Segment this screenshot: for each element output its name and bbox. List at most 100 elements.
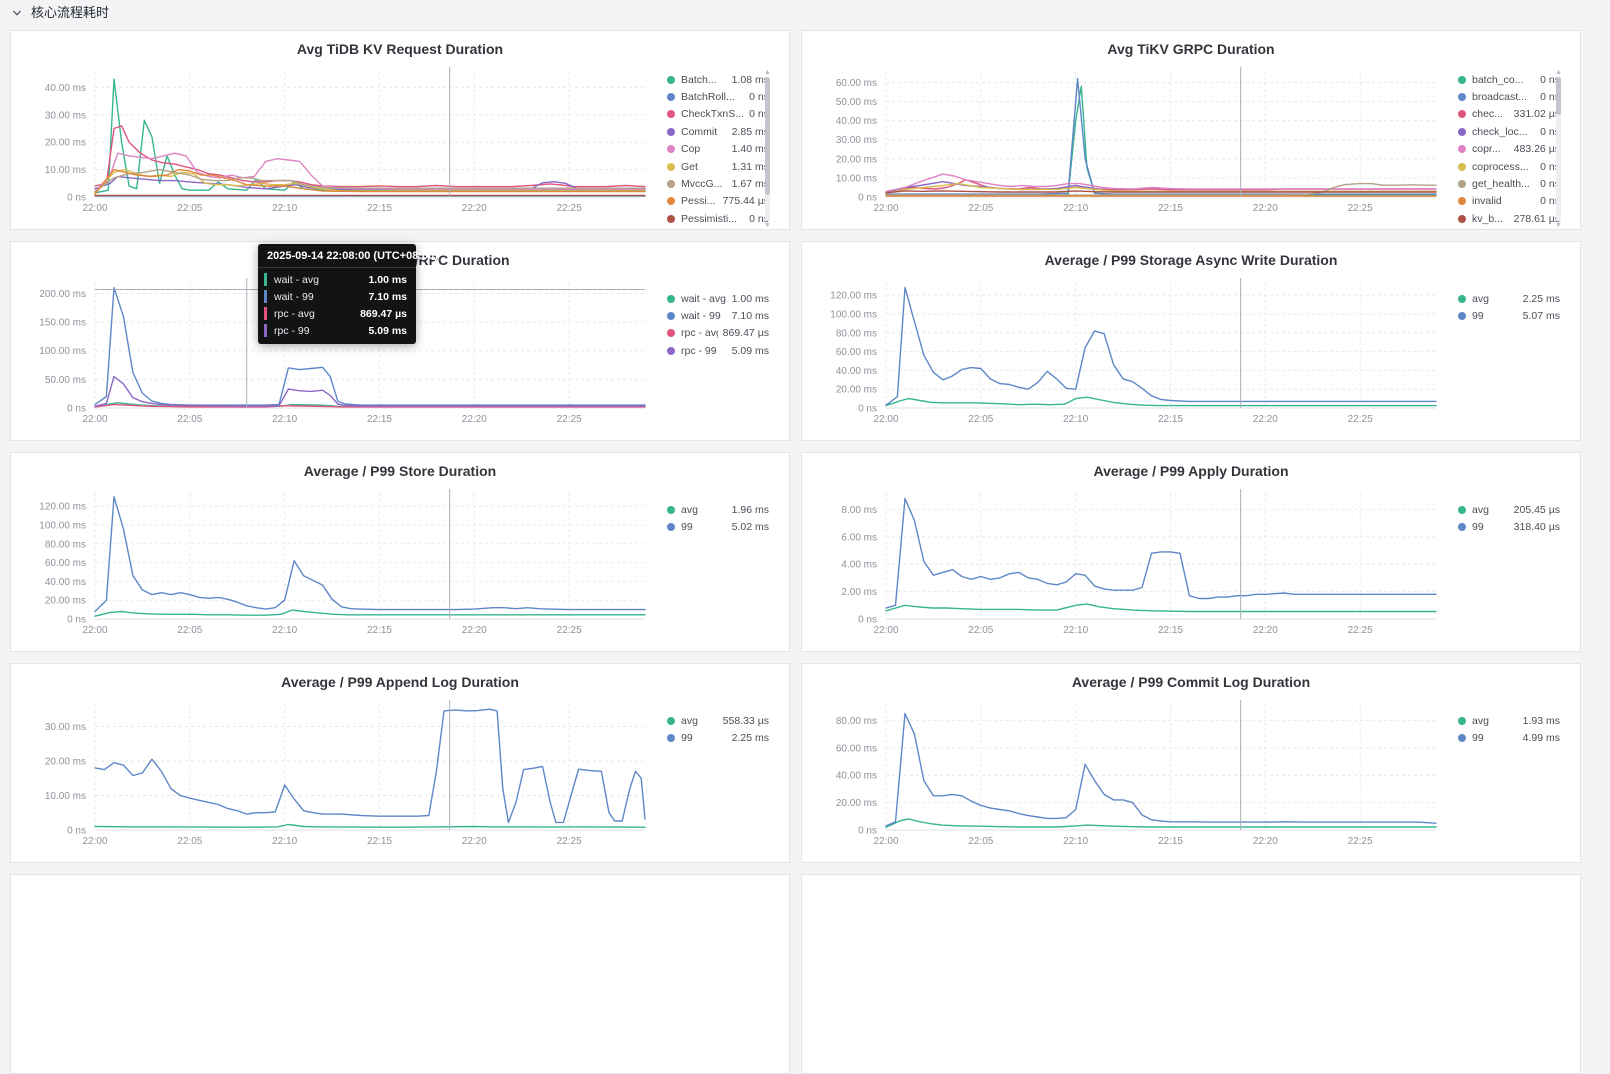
- x-tick-label: 22:00: [873, 625, 898, 636]
- legend-item[interactable]: 99 5.02 ms: [667, 518, 769, 535]
- y-tick-label: 60.00 ms: [836, 743, 877, 754]
- chart-canvas[interactable]: 0 ns 50.00 ms 100.00 ms 150.00 ms 200.00 ms 2…: [11, 270, 665, 434]
- legend-color-dot: [1458, 110, 1466, 119]
- legend-scrollbar[interactable]: ▲ ▼: [763, 69, 771, 229]
- x-tick-label: 22:10: [1063, 203, 1088, 214]
- legend-item[interactable]: avg 205.45 µs: [1458, 501, 1560, 518]
- legend-series-value: 4.99 ms: [1522, 732, 1560, 745]
- legend-item[interactable]: broadcast... 0 ns: [1458, 88, 1560, 105]
- series-line-CheckTxnS-: [94, 125, 646, 188]
- tooltip-series-color-bar: [264, 307, 267, 320]
- series-line-rpc-99: [94, 375, 646, 408]
- tooltip-series-row: wait - 99 7.10 ms: [258, 288, 416, 305]
- legend-item[interactable]: wait - 99 7.10 ms: [667, 307, 769, 324]
- legend: Batch... 1.08 ms BatchRoll... 0 ns CheckTxnS…: [667, 71, 769, 228]
- legend-color-dot: [1458, 127, 1466, 136]
- legend-item[interactable]: wait - avg 1.00 ms: [667, 290, 769, 307]
- section-header-core-process[interactable]: 核心流程耗时: [12, 2, 109, 20]
- legend-item[interactable]: rpc - avg 869.47 µs: [667, 325, 769, 342]
- legend-series-value: 278.61 µs: [1513, 212, 1560, 225]
- legend-item[interactable]: 99 5.07 ms: [1458, 307, 1560, 324]
- series-line-99: [885, 286, 1437, 406]
- chart-canvas[interactable]: 0 ns 20.00 ms 40.00 ms 60.00 ms 80.00 ms 100.…: [11, 481, 665, 645]
- x-tick-label: 22:25: [1348, 836, 1373, 847]
- y-tick-label: 0 ns: [858, 615, 877, 626]
- legend-color-dot: [667, 312, 675, 321]
- legend-item[interactable]: 99 318.40 µs: [1458, 518, 1560, 535]
- legend-item[interactable]: MvccG... 1.67 ms: [667, 175, 769, 192]
- legend-item[interactable]: invalid 0 ns: [1458, 193, 1560, 210]
- legend-item[interactable]: avg 1.96 ms: [667, 501, 769, 518]
- series-line-avg: [885, 603, 1437, 613]
- chart-canvas[interactable]: 0 ns 20.00 ms 40.00 ms 60.00 ms 80.00 ms 100.…: [802, 270, 1456, 434]
- x-tick-label: 22:20: [1253, 414, 1278, 425]
- legend-item[interactable]: BatchRoll... 0 ns: [667, 88, 769, 105]
- scroll-up-icon[interactable]: ▲: [1555, 69, 1562, 76]
- legend-item[interactable]: Pessimisti... 0 ns: [667, 210, 769, 227]
- legend-item[interactable]: Commit 2.85 ms: [667, 123, 769, 140]
- y-tick-label: 20.00 ms: [836, 385, 877, 396]
- tooltip-timestamp: 2025-09-14 22:08:00 (UTC+08:00): [258, 244, 438, 268]
- legend-series-value: 5.09 ms: [731, 344, 769, 357]
- y-tick-label: 30.00 ms: [45, 110, 86, 121]
- legend-item[interactable]: chec... 331.02 µs: [1458, 106, 1560, 123]
- chart-canvas[interactable]: 0 ns 10.00 ms 20.00 ms 30.00 ms 40.00 ms 22:0…: [11, 59, 665, 223]
- legend-item[interactable]: rpc - 99 5.09 ms: [667, 342, 769, 359]
- scroll-down-icon[interactable]: ▼: [764, 222, 771, 229]
- x-tick-label: 22:20: [462, 625, 487, 636]
- y-tick-label: 60.00 ms: [836, 78, 877, 89]
- legend-item[interactable]: batch_co... 0 ns: [1458, 71, 1560, 88]
- x-tick-label: 22:00: [873, 836, 898, 847]
- y-tick-label: 80.00 ms: [836, 716, 877, 727]
- chart-svg: 0 ns 20.00 ms 40.00 ms 60.00 ms 80.00 ms 100.…: [830, 278, 1437, 425]
- tooltip-series-color-bar: [264, 290, 267, 303]
- legend-item[interactable]: Pessi... 775.44 µs: [667, 193, 769, 210]
- legend: avg 205.45 µs 99 318.40 µs: [1458, 501, 1560, 536]
- legend-series-value: 1.67 ms: [731, 178, 769, 191]
- panel-title: Avg TiKV GRPC Duration: [1107, 41, 1275, 57]
- legend-item[interactable]: CheckTxnS... 0 ns: [667, 106, 769, 123]
- scroll-up-icon[interactable]: ▲: [764, 69, 771, 76]
- chart-canvas[interactable]: 0 ns 2.00 ms 4.00 ms 6.00 ms 8.00 ms 22:00 22:…: [802, 481, 1456, 645]
- legend-scrollbar[interactable]: ▲ ▼: [1554, 69, 1562, 229]
- legend-item[interactable]: coprocess... 0 ns: [1458, 158, 1560, 175]
- legend-item[interactable]: copr... 483.26 µs: [1458, 141, 1560, 158]
- legend-item[interactable]: avg 558.33 µs: [667, 712, 769, 729]
- legend-item[interactable]: check_loc... 0 ns: [1458, 123, 1560, 140]
- legend-series-name: batch_co...: [1472, 73, 1524, 86]
- x-tick-label: 22:25: [557, 414, 582, 425]
- y-tick-label: 100.00 ms: [830, 309, 877, 320]
- y-tick-label: 2.00 ms: [841, 587, 877, 598]
- series-line-wait-99: [94, 287, 646, 406]
- legend-series-name: copr...: [1472, 143, 1501, 156]
- scrollbar-thumb[interactable]: [1556, 77, 1561, 115]
- legend-item[interactable]: 99 2.25 ms: [667, 729, 769, 746]
- series-line-avg: [94, 609, 646, 617]
- legend-item[interactable]: Batch... 1.08 ms: [667, 71, 769, 88]
- x-tick-label: 22:15: [367, 203, 392, 214]
- y-tick-label: 120.00 ms: [830, 291, 877, 302]
- chart-canvas[interactable]: 0 ns 20.00 ms 40.00 ms 60.00 ms 80.00 ms 22:0…: [802, 692, 1456, 856]
- y-tick-label: 8.00 ms: [841, 505, 877, 516]
- chart-canvas[interactable]: 0 ns 10.00 ms 20.00 ms 30.00 ms 40.00 ms 50.0…: [802, 59, 1456, 223]
- legend-item[interactable]: get_health... 0 ns: [1458, 175, 1560, 192]
- y-tick-label: 10.00 ms: [45, 165, 86, 176]
- scrollbar-thumb[interactable]: [765, 77, 770, 195]
- x-tick-label: 22:00: [873, 414, 898, 425]
- scrollbar-track[interactable]: [1556, 77, 1561, 221]
- legend-series-name: Batch...: [681, 73, 717, 86]
- panel-avg-tikv-grpc-duration: Avg TiKV GRPC Duration 0 ns 10.00 ms 20.00 …: [801, 30, 1581, 230]
- chart-svg: 0 ns 10.00 ms 20.00 ms 30.00 ms 40.00 ms 22:0…: [45, 67, 646, 214]
- legend-item[interactable]: Get 1.31 ms: [667, 158, 769, 175]
- panel-partial: [10, 874, 790, 1074]
- legend-item[interactable]: Cop 1.40 ms: [667, 141, 769, 158]
- legend-item[interactable]: kv_b... 278.61 µs: [1458, 210, 1560, 227]
- series-line-Pessi-: [94, 168, 646, 196]
- legend-item[interactable]: 99 4.99 ms: [1458, 729, 1560, 746]
- scroll-down-icon[interactable]: ▼: [1555, 222, 1562, 229]
- chart-canvas[interactable]: 0 ns 10.00 ms 20.00 ms 30.00 ms 22:00 22:05 22…: [11, 692, 665, 856]
- x-tick-label: 22:15: [367, 625, 392, 636]
- legend-item[interactable]: avg 1.93 ms: [1458, 712, 1560, 729]
- legend-color-dot: [1458, 294, 1466, 303]
- legend-item[interactable]: avg 2.25 ms: [1458, 290, 1560, 307]
